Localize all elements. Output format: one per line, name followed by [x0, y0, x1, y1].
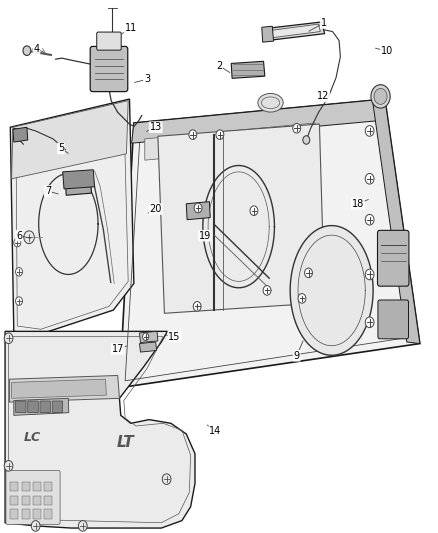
- Circle shape: [374, 88, 387, 104]
- Polygon shape: [14, 398, 69, 415]
- Polygon shape: [11, 99, 134, 335]
- Bar: [44, 496, 52, 505]
- Bar: [21, 482, 29, 491]
- Circle shape: [15, 268, 22, 276]
- Circle shape: [371, 85, 390, 108]
- Bar: [44, 510, 52, 519]
- Polygon shape: [267, 22, 325, 41]
- Circle shape: [15, 297, 22, 305]
- Text: LC: LC: [24, 431, 41, 444]
- Text: LT: LT: [117, 435, 134, 450]
- Bar: [21, 510, 29, 519]
- Polygon shape: [12, 379, 106, 398]
- Polygon shape: [65, 175, 92, 195]
- Polygon shape: [63, 169, 95, 189]
- Circle shape: [4, 333, 13, 344]
- Bar: [44, 482, 52, 491]
- Text: 5: 5: [58, 143, 64, 154]
- Text: 18: 18: [352, 199, 364, 209]
- FancyBboxPatch shape: [378, 300, 409, 339]
- Circle shape: [4, 461, 13, 471]
- Polygon shape: [145, 123, 315, 160]
- Circle shape: [250, 206, 258, 215]
- Polygon shape: [120, 99, 420, 387]
- Circle shape: [31, 521, 40, 531]
- Text: 11: 11: [125, 23, 137, 34]
- Polygon shape: [5, 332, 195, 528]
- Text: 9: 9: [293, 351, 300, 361]
- Circle shape: [365, 269, 374, 280]
- Polygon shape: [231, 61, 265, 78]
- Circle shape: [143, 333, 149, 341]
- Circle shape: [304, 268, 312, 278]
- FancyBboxPatch shape: [90, 46, 128, 92]
- Text: 13: 13: [149, 122, 162, 132]
- Bar: [33, 482, 41, 491]
- Text: 2: 2: [216, 61, 222, 70]
- Circle shape: [14, 238, 21, 247]
- Circle shape: [23, 46, 31, 55]
- Circle shape: [78, 521, 87, 531]
- Circle shape: [298, 294, 306, 303]
- Circle shape: [365, 126, 374, 136]
- Circle shape: [193, 302, 201, 311]
- Bar: [11, 482, 18, 491]
- Circle shape: [194, 203, 202, 213]
- Circle shape: [365, 317, 374, 328]
- Text: 7: 7: [45, 186, 51, 196]
- FancyBboxPatch shape: [6, 471, 60, 524]
- Text: 17: 17: [112, 344, 124, 354]
- Circle shape: [365, 214, 374, 225]
- FancyBboxPatch shape: [15, 401, 26, 413]
- Polygon shape: [10, 375, 120, 402]
- FancyBboxPatch shape: [28, 401, 38, 413]
- Circle shape: [162, 474, 171, 484]
- Polygon shape: [140, 342, 156, 352]
- Polygon shape: [158, 124, 325, 313]
- Text: 10: 10: [381, 46, 393, 56]
- Circle shape: [189, 130, 197, 140]
- Polygon shape: [290, 225, 373, 356]
- Bar: [21, 496, 29, 505]
- FancyBboxPatch shape: [97, 32, 121, 50]
- Circle shape: [293, 124, 300, 133]
- Text: 20: 20: [149, 204, 162, 214]
- Text: 14: 14: [209, 426, 222, 437]
- Polygon shape: [13, 127, 28, 142]
- Circle shape: [365, 173, 374, 184]
- Polygon shape: [373, 99, 420, 344]
- Text: 3: 3: [144, 75, 150, 84]
- Text: 4: 4: [33, 44, 39, 53]
- Polygon shape: [132, 99, 385, 143]
- Polygon shape: [140, 332, 158, 343]
- Polygon shape: [12, 101, 128, 179]
- Text: 6: 6: [16, 231, 22, 241]
- Polygon shape: [271, 24, 320, 38]
- Bar: [11, 510, 18, 519]
- Bar: [33, 496, 41, 505]
- FancyBboxPatch shape: [52, 401, 63, 413]
- Circle shape: [303, 136, 310, 144]
- Bar: [33, 510, 41, 519]
- Text: 15: 15: [168, 332, 180, 342]
- Circle shape: [216, 130, 224, 140]
- Polygon shape: [186, 201, 210, 220]
- Text: 19: 19: [199, 231, 211, 241]
- Polygon shape: [262, 26, 274, 42]
- FancyBboxPatch shape: [40, 401, 50, 413]
- Bar: [11, 496, 18, 505]
- Text: 12: 12: [317, 91, 329, 101]
- Circle shape: [24, 231, 34, 244]
- Circle shape: [263, 286, 271, 295]
- FancyBboxPatch shape: [378, 230, 409, 286]
- Text: 1: 1: [321, 18, 327, 28]
- Ellipse shape: [258, 93, 283, 112]
